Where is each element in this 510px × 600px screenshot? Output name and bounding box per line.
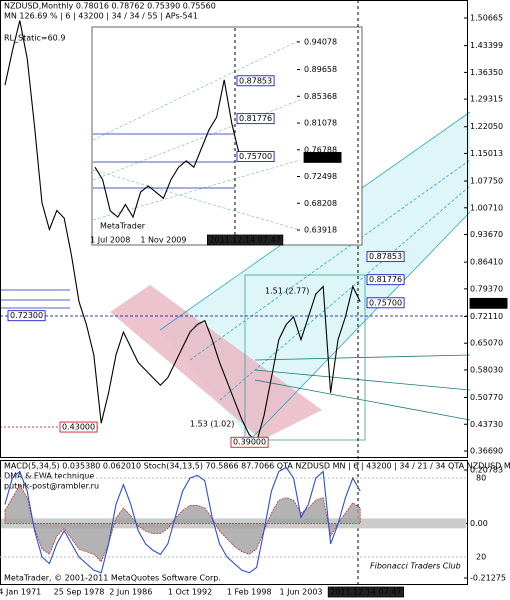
price-label: 0.81776 (369, 275, 402, 284)
macd-area (4, 484, 361, 563)
x-tick-label: 1 Oct 1992 (168, 588, 212, 597)
x-tick-label: 2 Jun 1986 (109, 588, 152, 597)
y-tick-label: 0.89658 (304, 65, 337, 74)
y-tick-label: 0.68208 (304, 199, 337, 208)
indicator-title: MACD(5,34,5) 0.035380 0.062010 Stoch(34,… (4, 462, 510, 471)
label-box (366, 251, 405, 263)
y-tick-label: 0.58030 (470, 365, 503, 374)
price-label: 0.87853 (369, 252, 402, 261)
series-line (4, 466, 361, 574)
annotation: Fibonacci Traders Club (370, 562, 461, 571)
y-tick-label: 0.76788 (304, 145, 337, 154)
y-tick-label: 0.72110 (470, 312, 503, 321)
fan-line (254, 369, 471, 391)
label-box (366, 274, 405, 286)
x-tick-label: 1 Jul 2008 (90, 236, 130, 245)
y-tick-label: 1.29315 (470, 95, 503, 104)
last-price: 0.75560 (472, 299, 505, 308)
price-label: 0.87853 (239, 76, 272, 85)
level-lines (0, 289, 70, 309)
fib-line (92, 39, 301, 141)
y-tick-label: 0.81078 (304, 119, 337, 128)
price-label: 0.81776 (239, 114, 272, 123)
label-box (236, 75, 275, 87)
label-box (230, 436, 269, 448)
y-tick-label: 1.07750 (470, 177, 503, 186)
main-frame (0, 0, 468, 458)
price-label: 0.75700 (369, 298, 402, 307)
y-tick-label: 0.93670 (470, 230, 503, 239)
x-tick-label: 1 Feb 1998 (227, 588, 272, 597)
annotation: RL_Static=60.9 (4, 34, 65, 43)
y2-tick-label: 20 (476, 553, 486, 562)
y-tick-label: 0.72498 (304, 172, 337, 181)
y-tick-label: 0.00 (470, 519, 488, 528)
fib-line (92, 159, 301, 221)
x-tick-label: 2011.12.14 07:47 (330, 588, 401, 597)
inset-fib (92, 39, 301, 231)
y-tick-label: 0.43730 (470, 420, 503, 429)
label-box (59, 421, 98, 433)
x-tick-label: 1 Jun 2003 (279, 588, 322, 597)
pink-channel (110, 285, 322, 440)
price-label: 0.75700 (239, 152, 272, 161)
y-tick-label: 0.50770 (470, 393, 503, 402)
fib-line (92, 169, 301, 231)
label-box (7, 310, 46, 322)
y-tick-label: 0.94078 (304, 37, 337, 46)
y-tick-label: 1.50665 (470, 14, 503, 23)
y-tick-label: 1.36350 (470, 68, 503, 77)
y-tick-label: 1.15013 (470, 149, 503, 158)
y-tick-label: -0.21275 (470, 574, 506, 583)
fib-line (92, 99, 301, 181)
annotation: MetaTrader (100, 222, 146, 231)
y-tick-label: 1.22050 (470, 122, 503, 131)
range-box (244, 274, 366, 441)
label-box (303, 152, 342, 163)
annotation: putnik-post@rambler.ru (4, 482, 99, 491)
label-box (206, 234, 284, 246)
annotation: DMA & EWA technique (4, 472, 94, 481)
label-box (236, 151, 275, 162)
y-tick-label: 0.85368 (304, 92, 337, 101)
x-tick-label: 2011.12.14 07:47 (209, 236, 280, 245)
indicator-frame (0, 460, 468, 585)
annotation: 1.53 (1.02) (190, 420, 234, 429)
inset-levels (93, 133, 235, 189)
y-tick-label: 0.65070 (470, 339, 503, 348)
chart-subtitle: MN 126.69 % | 6 | 43200 | 34 / 34 / 55 |… (4, 12, 198, 21)
y-tick-label: 0.79370 (470, 284, 503, 293)
x-tick-label: 4 Jan 1971 (0, 588, 41, 597)
y-tick-label: 0.86410 (470, 258, 503, 267)
fib-line (189, 159, 471, 361)
annotation: 1.51 (2.77) (265, 287, 309, 296)
label-box (366, 297, 405, 309)
price-label: 0.72300 (10, 311, 43, 320)
label-box (236, 113, 275, 125)
chart-title: NZDUSD,Monthly 0.78016 0.78762 0.75390 0… (4, 2, 216, 11)
x-tick-label: 1 Nov 2009 (140, 236, 186, 245)
price-label: 0.39000 (233, 438, 266, 447)
x-tick-label: 25 Sep 1978 (54, 588, 105, 597)
fan-line (254, 379, 471, 421)
y2-tick-label: 80 (476, 474, 486, 483)
inset-frame (91, 26, 363, 246)
channel-line (249, 211, 471, 441)
footer: MetaTrader, © 2001-2011 MetaQuotes Softw… (4, 574, 221, 583)
label-box (469, 297, 508, 309)
series-line (4, 20, 361, 444)
y-tick-label: 0.36690 (470, 447, 503, 456)
price-label: 0.43000 (62, 423, 95, 432)
last-price: 0.75561 (306, 153, 339, 162)
y-tick-label: 1.43399 (470, 41, 503, 50)
y-tick-label: 0.20783 (470, 466, 503, 475)
y-tick-label: 0.63918 (304, 226, 337, 235)
series-line (94, 79, 240, 219)
label-box (327, 586, 405, 598)
fan-line (254, 354, 471, 361)
y-tick-label: 1.00710 (470, 203, 503, 212)
